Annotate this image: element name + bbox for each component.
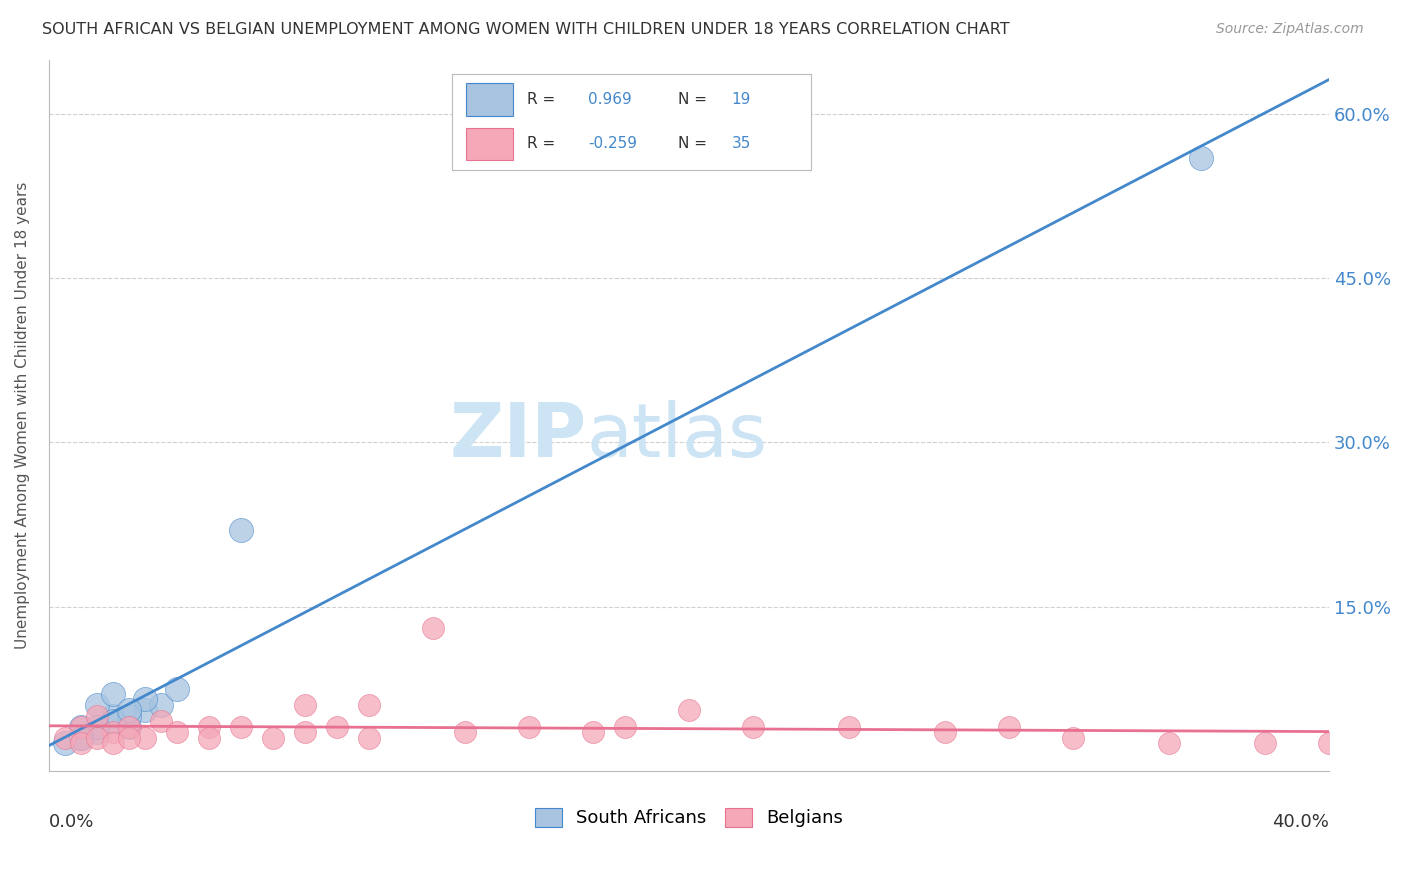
Point bbox=[69, 720, 91, 734]
Point bbox=[838, 720, 860, 734]
Point bbox=[86, 709, 108, 723]
Point bbox=[69, 736, 91, 750]
Point bbox=[149, 698, 172, 712]
Point bbox=[741, 720, 763, 734]
Point bbox=[357, 731, 380, 745]
Point bbox=[118, 731, 141, 745]
Point bbox=[166, 725, 188, 739]
Text: SOUTH AFRICAN VS BELGIAN UNEMPLOYMENT AMONG WOMEN WITH CHILDREN UNDER 18 YEARS C: SOUTH AFRICAN VS BELGIAN UNEMPLOYMENT AM… bbox=[42, 22, 1010, 37]
Point bbox=[197, 731, 219, 745]
Text: Source: ZipAtlas.com: Source: ZipAtlas.com bbox=[1216, 22, 1364, 37]
Legend: South Africans, Belgians: South Africans, Belgians bbox=[527, 801, 851, 835]
Point bbox=[134, 703, 156, 717]
Text: atlas: atlas bbox=[586, 400, 768, 473]
Point bbox=[86, 720, 108, 734]
Point bbox=[1062, 731, 1084, 745]
Point bbox=[517, 720, 540, 734]
Point bbox=[229, 523, 252, 537]
Point bbox=[53, 736, 76, 750]
Point bbox=[53, 731, 76, 745]
Point bbox=[294, 698, 316, 712]
Point bbox=[69, 731, 91, 745]
Point bbox=[422, 621, 444, 635]
Point bbox=[101, 714, 124, 729]
Point bbox=[118, 703, 141, 717]
Point bbox=[86, 698, 108, 712]
Point bbox=[357, 698, 380, 712]
Point bbox=[613, 720, 636, 734]
Point bbox=[294, 725, 316, 739]
Point bbox=[101, 725, 124, 739]
Point bbox=[1317, 736, 1340, 750]
Point bbox=[134, 692, 156, 706]
Point bbox=[998, 720, 1021, 734]
Point bbox=[262, 731, 284, 745]
Point bbox=[118, 720, 141, 734]
Point bbox=[101, 687, 124, 701]
Point bbox=[326, 720, 349, 734]
Point bbox=[229, 720, 252, 734]
Point bbox=[69, 731, 91, 745]
Point bbox=[1254, 736, 1277, 750]
Point bbox=[678, 703, 700, 717]
Point bbox=[69, 720, 91, 734]
Point bbox=[86, 725, 108, 739]
Point bbox=[134, 731, 156, 745]
Point bbox=[1157, 736, 1180, 750]
Point bbox=[1189, 151, 1212, 165]
Point bbox=[86, 731, 108, 745]
Point bbox=[934, 725, 956, 739]
Point bbox=[101, 736, 124, 750]
Point bbox=[166, 681, 188, 696]
Point bbox=[118, 720, 141, 734]
Point bbox=[197, 720, 219, 734]
Point bbox=[454, 725, 477, 739]
Point bbox=[101, 709, 124, 723]
Y-axis label: Unemployment Among Women with Children Under 18 years: Unemployment Among Women with Children U… bbox=[15, 181, 30, 648]
Text: 40.0%: 40.0% bbox=[1272, 814, 1329, 831]
Point bbox=[118, 709, 141, 723]
Text: 0.0%: 0.0% bbox=[49, 814, 94, 831]
Point bbox=[582, 725, 605, 739]
Point bbox=[149, 714, 172, 729]
Text: ZIP: ZIP bbox=[449, 400, 586, 473]
